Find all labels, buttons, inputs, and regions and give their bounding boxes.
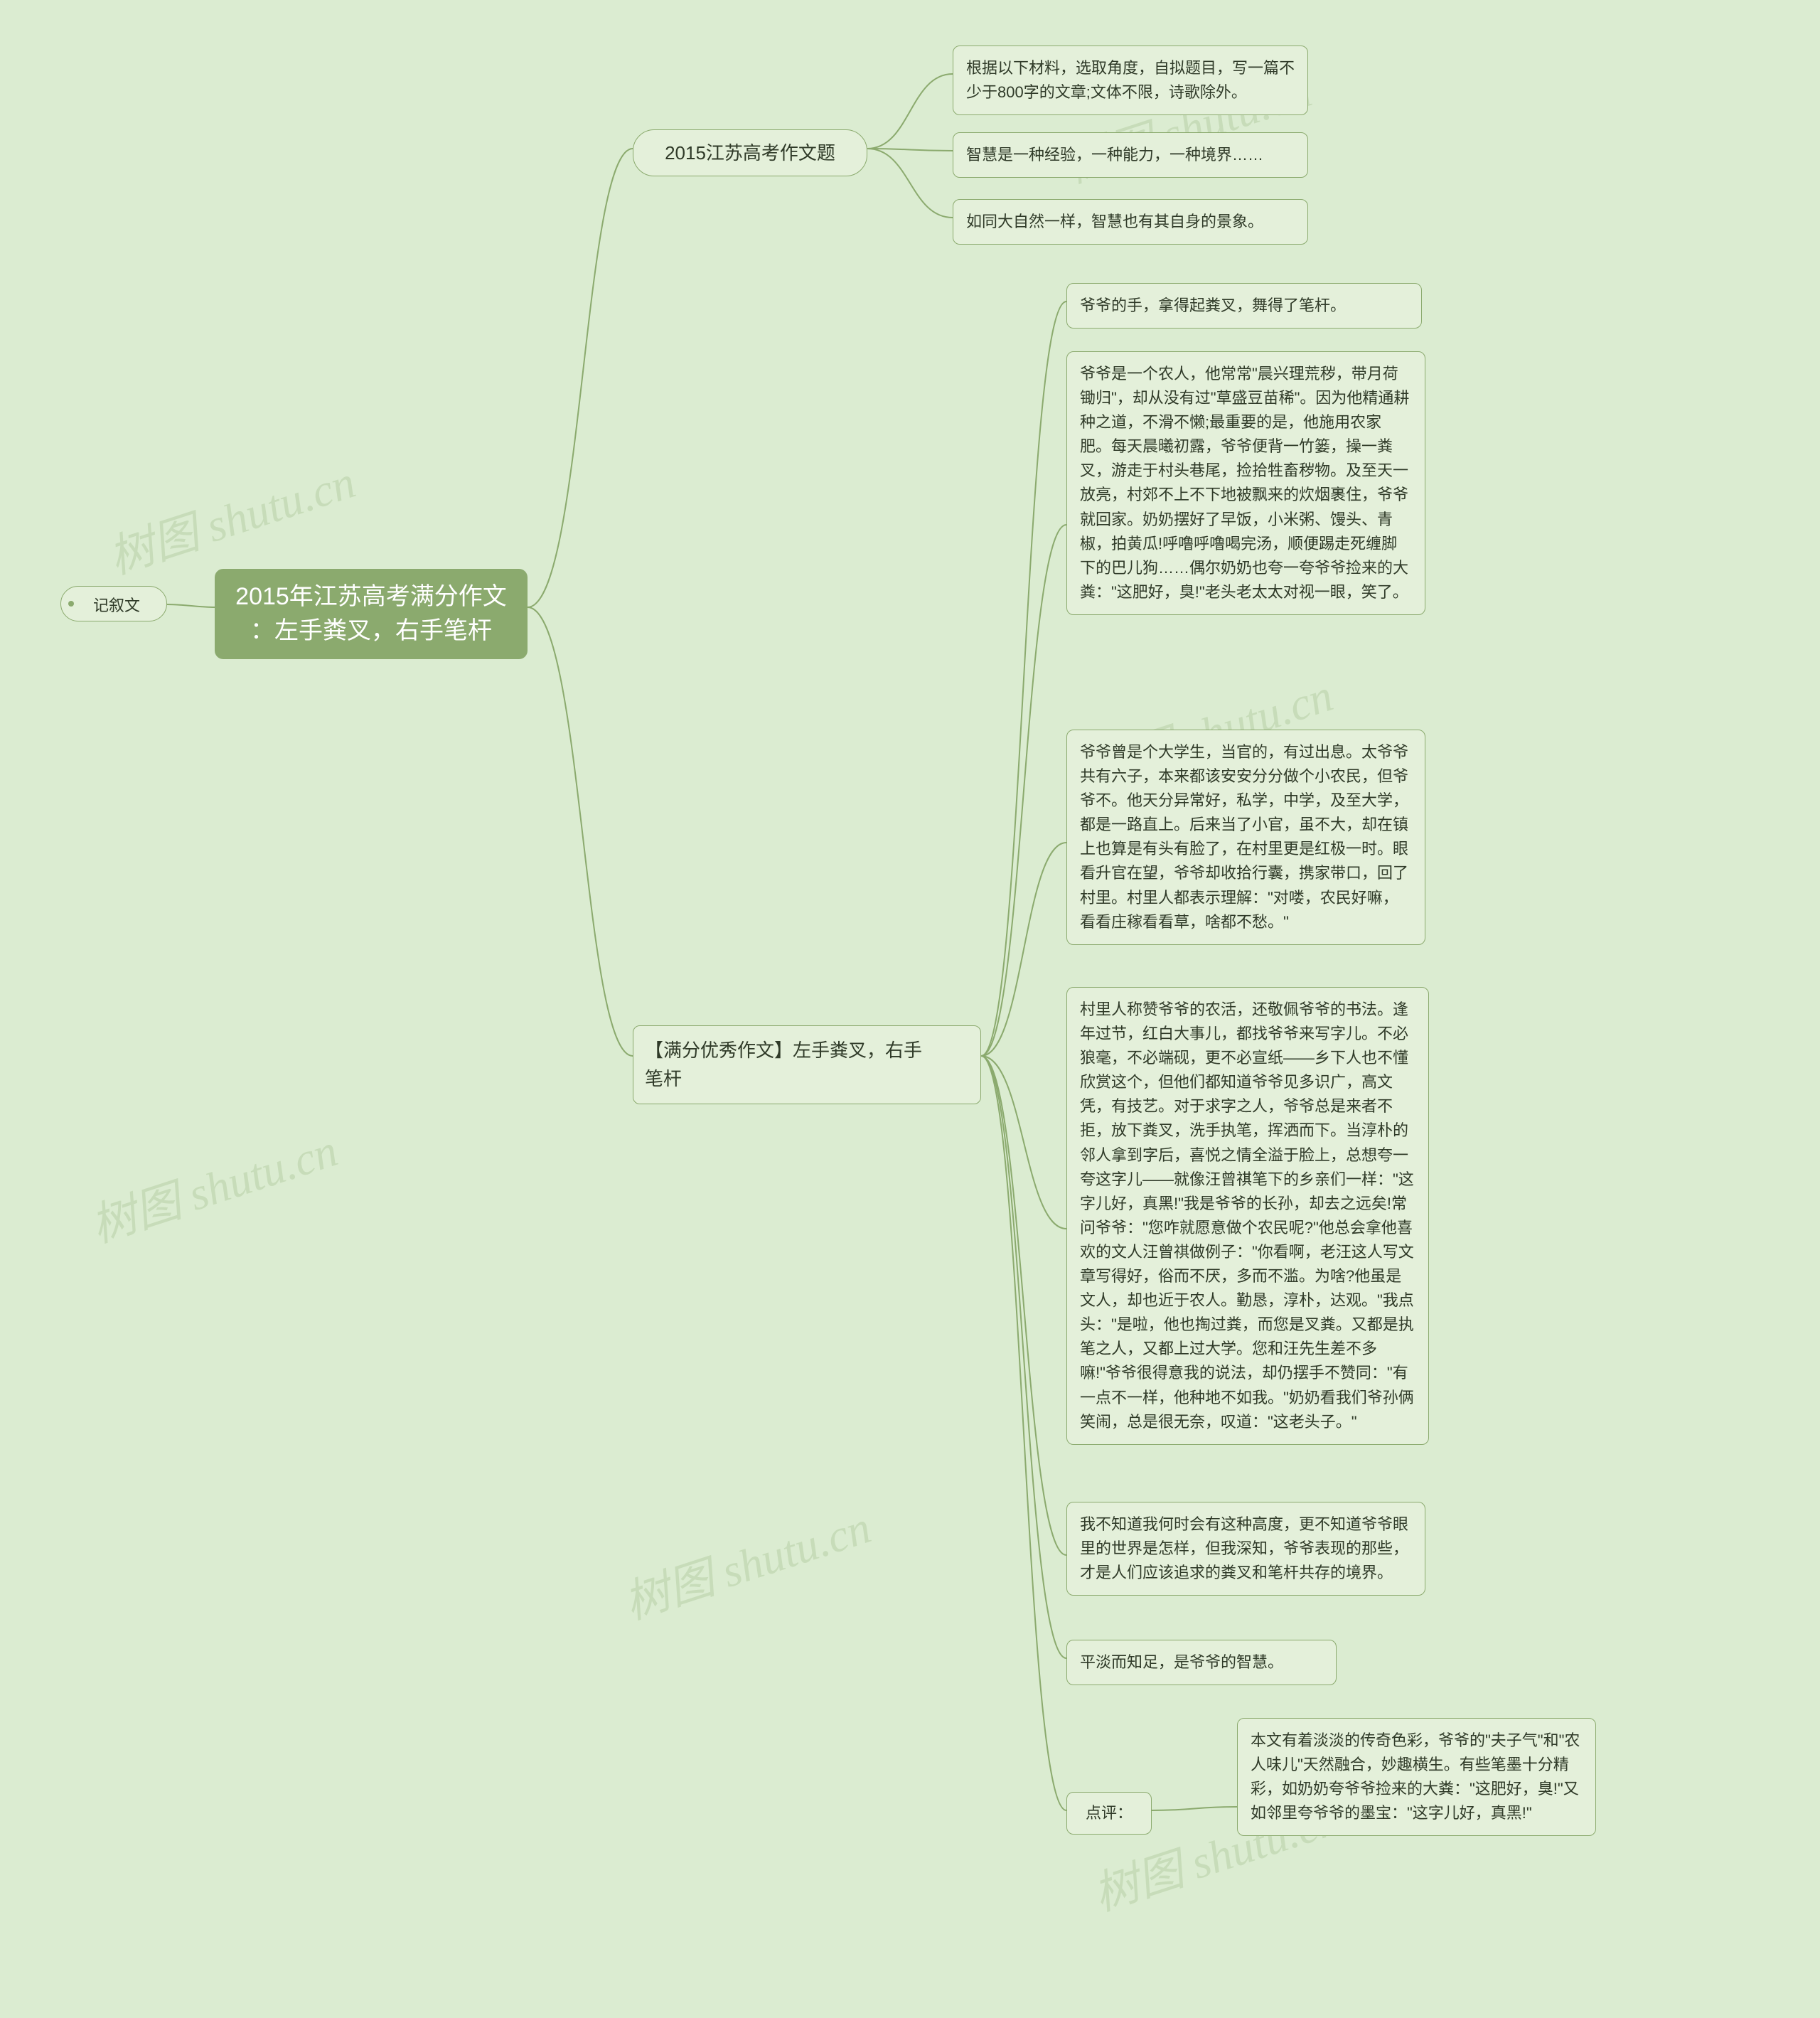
section-essay: 【满分优秀作文】左手粪叉，右手 笔杆 — [633, 1025, 981, 1104]
essay-text-0: 爷爷的手，拿得起粪叉，舞得了笔杆。 — [1080, 297, 1346, 314]
root-line1: 2015年江苏高考满分作文 — [225, 580, 518, 614]
prompt-text-2: 如同大自然一样，智慧也有其自身的景象。 — [966, 213, 1263, 230]
section-a-title: 2015江苏高考作文题 — [665, 142, 835, 164]
essay-para-4: 我不知道我何时会有这种高度，更不知道爷爷眼里的世界是怎样，但我深知，爷爷表现的那… — [1066, 1502, 1425, 1596]
essay-text-2: 爷爷曾是个大学生，当官的，有过出息。太爷爷共有六子，本来都该安安分分做个小农民，… — [1080, 743, 1408, 931]
prompt-leaf-1: 智慧是一种经验，一种能力，一种境界…… — [953, 132, 1308, 178]
essay-text-5: 平淡而知足，是爷爷的智慧。 — [1080, 1653, 1283, 1671]
bullet-icon — [68, 601, 74, 607]
watermark: 树图 shutu.cn — [615, 1491, 878, 1632]
root-title: 2015年江苏高考满分作文 ：左手粪叉，右手笔杆 — [215, 569, 528, 659]
section-exam-prompt: 2015江苏高考作文题 — [633, 129, 867, 176]
essay-para-5: 平淡而知足，是爷爷的智慧。 — [1066, 1640, 1337, 1685]
prompt-leaf-0: 根据以下材料，选取角度，自拟题目，写一篇不少于800字的文章;文体不限，诗歌除外… — [953, 46, 1308, 115]
prompt-text-1: 智慧是一种经验，一种能力，一种境界…… — [966, 146, 1263, 164]
essay-text-4: 我不知道我何时会有这种高度，更不知道爷爷眼里的世界是怎样，但我深知，爷爷表现的那… — [1080, 1515, 1408, 1581]
essay-para-2: 爷爷曾是个大学生，当官的，有过出息。太爷爷共有六子，本来都该安安分分做个小农民，… — [1066, 730, 1425, 945]
prompt-text-0: 根据以下材料，选取角度，自拟题目，写一篇不少于800字的文章;文体不限，诗歌除外… — [966, 59, 1295, 101]
comment-label-node: 点评： — [1066, 1792, 1152, 1835]
comment-text: 本文有着淡淡的传奇色彩，爷爷的"夫子气"和"农人味儿"天然融合，妙趣横生。有些笔… — [1251, 1731, 1580, 1822]
section-b-title-l1: 【满分优秀作文】左手粪叉，右手 — [645, 1036, 969, 1064]
comment-label: 点评： — [1086, 1804, 1133, 1822]
watermark: 树图 shutu.cn — [100, 446, 363, 587]
essay-para-3: 村里人称赞爷爷的农活，还敬佩爷爷的书法。逢年过节，红白大事儿，都找爷爷来写字儿。… — [1066, 987, 1429, 1445]
root-line2: ：左手粪叉，右手笔杆 — [225, 614, 518, 648]
essay-para-1: 爷爷是一个农人，他常常"晨兴理荒秽，带月荷锄归"，却从没有过"草盛豆苗稀"。因为… — [1066, 351, 1425, 615]
prompt-leaf-2: 如同大自然一样，智慧也有其自身的景象。 — [953, 199, 1308, 245]
watermark: 树图 shutu.cn — [82, 1114, 345, 1255]
section-b-title-l2: 笔杆 — [645, 1064, 969, 1093]
tag-narrative: 记叙文 — [60, 586, 167, 621]
essay-para-0: 爷爷的手，拿得起粪叉，舞得了笔杆。 — [1066, 283, 1422, 329]
essay-text-1: 爷爷是一个农人，他常常"晨兴理荒秽，带月荷锄归"，却从没有过"草盛豆苗稀"。因为… — [1080, 365, 1409, 601]
connector-layer — [0, 0, 1820, 2018]
essay-text-3: 村里人称赞爷爷的农活，还敬佩爷爷的书法。逢年过节，红白大事儿，都找爷爷来写字儿。… — [1080, 1000, 1414, 1431]
tag-label: 记叙文 — [93, 597, 140, 614]
comment-text-node: 本文有着淡淡的传奇色彩，爷爷的"夫子气"和"农人味儿"天然融合，妙趣横生。有些笔… — [1237, 1718, 1596, 1836]
